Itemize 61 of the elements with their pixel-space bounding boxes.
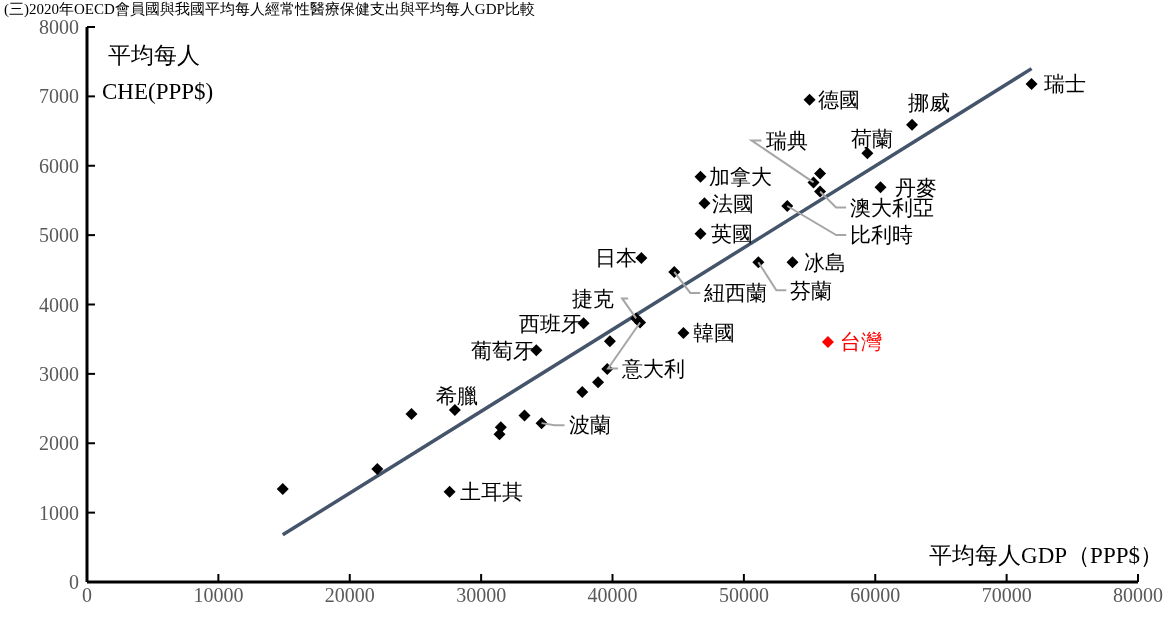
point [874,181,887,194]
x-tick-label: 70000 [981,584,1032,607]
x-axis-title: 平均每人GDP（PPP$） [929,542,1163,570]
annotation: 波蘭 [568,413,611,438]
point [814,167,827,180]
annotation: 捷克 [572,286,615,311]
point [1025,77,1038,90]
point [592,376,605,389]
y-tick-label: 4000 [39,293,79,316]
point [694,170,707,183]
annotation: 日本 [595,246,638,271]
point [698,197,711,210]
annotation: 西班牙 [518,311,582,336]
chart-title: (三)2020年OECD會員國與我國平均每人經常性醫療保健支出與平均每人GDP比較 [4,0,535,19]
x-tick-label: 10000 [193,584,244,607]
annotation: 台灣 [839,330,882,355]
point [276,483,289,496]
annotation: 葡萄牙 [471,338,535,363]
point [371,462,384,475]
annotation: 挪威 [908,91,951,116]
y-tick-label: 7000 [39,85,79,108]
annotation: 希臘 [435,384,478,409]
annotation: 比利時 [850,223,914,248]
annotation: 紐西蘭 [703,281,768,306]
y-tick-label: 6000 [39,154,79,177]
point [677,326,690,339]
x-tick-label: 60000 [850,584,901,607]
annotation: 韓國 [693,321,736,346]
point [821,335,834,348]
y-tick-label: 2000 [39,432,79,455]
point [803,93,816,106]
annotation: 法國 [712,191,755,216]
annotation: 加拿大 [708,165,772,190]
annotation: 英國 [710,222,753,247]
x-tick-label: 80000 [1113,584,1163,607]
point [906,118,919,131]
y-axis-title: 平均每人 CHE(PPP$) [102,42,214,106]
annotation: 荷蘭 [851,126,894,151]
point [786,256,799,269]
x-tick-label: 50000 [718,584,769,607]
point [576,385,589,398]
point [635,252,648,265]
annotation: 德國 [817,88,860,113]
x-tick-label: 30000 [456,584,507,607]
point [518,409,531,422]
annotation: 瑞典 [765,128,808,153]
annotation: 瑞士 [1043,72,1086,97]
point [405,408,418,421]
point [694,227,707,240]
y-tick-label: 3000 [39,362,79,385]
annotation: 冰島 [804,250,847,275]
y-tick-label: 1000 [39,501,79,524]
annotation: 意大利 [621,356,686,381]
point [603,335,616,348]
y-tick-label: 8000 [39,16,79,39]
annotation: 芬蘭 [790,278,833,303]
x-tick-label: 20000 [324,584,375,607]
y-tick-label: 5000 [39,224,79,247]
annotation: 土耳其 [459,480,523,505]
point [443,485,456,498]
x-tick-label: 40000 [587,584,638,607]
